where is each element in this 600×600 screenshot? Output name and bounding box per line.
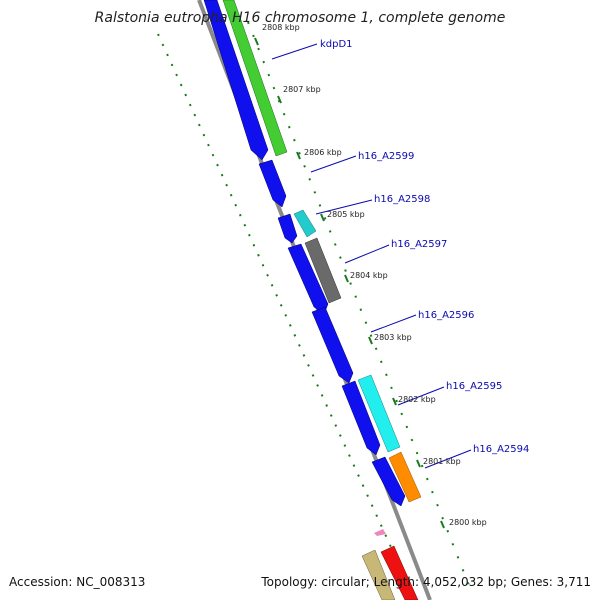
gene-label-leaders: [271, 43, 472, 469]
khaki-gene-block: [361, 549, 396, 600]
gene-label-h16-a2598: h16_A2598: [374, 194, 430, 205]
kdpd1-gene-block: [222, 0, 288, 157]
cds-arrow: [311, 306, 354, 384]
cds-forward-strand: [203, 0, 406, 507]
kbp-label-2801: 2801 kbp: [423, 457, 461, 466]
gene-label-h16-a2597: h16_A2597: [391, 239, 447, 250]
accession-text: Accession: NC_008313: [9, 575, 146, 589]
kbp-tick-marks: [254, 37, 445, 529]
feature-blocks: [222, 0, 422, 600]
pink-arrow-marker: [374, 529, 386, 536]
cds-arrow: [277, 213, 298, 244]
kbp-label-2800: 2800 kbp: [449, 518, 487, 527]
cds-arrow: [203, 0, 269, 161]
gene-label-kdpd1: kdpD1: [320, 39, 353, 50]
gene-label-h16-a2596: h16_A2596: [418, 310, 474, 321]
kbp-label-2803: 2803 kbp: [374, 333, 412, 342]
cds-arrow: [258, 159, 287, 208]
kbp-label-2808: 2808 kbp: [262, 23, 300, 32]
kbp-label-2807: 2807 kbp: [283, 85, 321, 94]
cds-arrow: [341, 380, 381, 456]
cds-arrow: [371, 456, 406, 507]
gc-content-track: [157, 33, 416, 600]
gene-label-h16-a2595: h16_A2595: [446, 381, 502, 392]
h16-a2594-gene-block: [388, 451, 422, 503]
kbp-label-2806: 2806 kbp: [304, 148, 342, 157]
red-gene-block: [380, 545, 419, 600]
kbp-label-2802: 2802 kbp: [398, 395, 436, 404]
map-title: Ralstonia eutropha H16 chromosome 1, com…: [94, 10, 506, 26]
gene-label-h16-a2599: h16_A2599: [358, 151, 414, 162]
kbp-label-2804: 2804 kbp: [350, 271, 388, 280]
h16-a2597-gene-block: [304, 237, 342, 304]
kbp-label-2805: 2805 kbp: [327, 210, 365, 219]
h16-a2598-gene-block: [293, 209, 317, 238]
genome-summary-text: Topology: circular; Length: 4,052,032 bp…: [261, 575, 591, 589]
gene-label-h16-a2594: h16_A2594: [473, 444, 529, 455]
h16-a2595-gene-block: [357, 374, 401, 453]
